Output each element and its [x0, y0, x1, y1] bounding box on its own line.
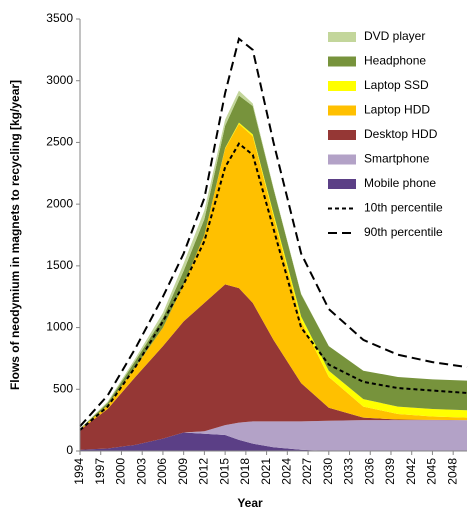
- y-axis-title: Flows of neodymium in magnets to recycli…: [8, 80, 22, 390]
- area: [80, 123, 467, 431]
- x-tick-label: 2042: [404, 458, 418, 485]
- x-axis-title: Year: [237, 496, 263, 510]
- y-tick-label: 2500: [46, 135, 73, 149]
- x-tick-label: 2030: [321, 458, 335, 485]
- legend-label: Laptop HDD: [364, 103, 430, 117]
- x-tick-label: 2006: [155, 458, 169, 485]
- y-tick-label: 3500: [46, 11, 73, 25]
- x-tick-label: 2036: [362, 458, 376, 485]
- x-tick-label: 2009: [176, 458, 190, 485]
- legend-label: 10th percentile: [364, 201, 443, 215]
- y-tick-label: 3000: [46, 73, 73, 87]
- legend-label: Smartphone: [364, 152, 430, 166]
- legend-swatch: [328, 179, 356, 189]
- x-tick-label: 2018: [238, 458, 252, 485]
- legend-swatch: [328, 32, 356, 42]
- percentile-line: [79, 142, 468, 431]
- x-tick-label: 2039: [383, 458, 397, 485]
- y-tick-label: 1500: [46, 258, 73, 272]
- x-tick-label: 2021: [259, 458, 273, 485]
- x-tick-label: 2000: [114, 458, 128, 485]
- legend-label: Desktop HDD: [364, 127, 438, 141]
- legend-label: DVD player: [364, 29, 425, 43]
- area: [80, 284, 467, 450]
- area: [80, 432, 467, 451]
- area: [80, 420, 467, 451]
- x-tick-label: 2024: [279, 458, 293, 485]
- area: [80, 95, 467, 430]
- legend-label: 90th percentile: [364, 225, 443, 239]
- x-tick-label: 1997: [93, 458, 107, 485]
- legend-swatch: [328, 56, 356, 67]
- legend-swatch: [328, 130, 356, 140]
- y-tick-label: 1000: [46, 320, 73, 334]
- x-tick-label: 2045: [425, 458, 439, 485]
- x-tick-label: 2048: [445, 458, 459, 485]
- legend-swatch: [328, 154, 356, 165]
- legend-swatch: [328, 105, 356, 116]
- y-tick-label: 500: [53, 381, 73, 395]
- x-tick-label: 2033: [342, 458, 356, 485]
- legend-label: Headphone: [364, 54, 426, 68]
- x-tick-label: 2015: [217, 458, 231, 485]
- y-tick-label: 2000: [46, 196, 73, 210]
- x-tick-label: 1994: [72, 458, 86, 485]
- legend-swatch: [328, 81, 356, 91]
- x-tick-label: 2012: [197, 458, 211, 485]
- legend-label: Mobile phone: [364, 176, 436, 190]
- x-tick-label: 2027: [300, 458, 314, 485]
- x-tick-label: 2003: [134, 458, 148, 485]
- y-tick-label: 0: [66, 443, 73, 457]
- legend-label: Laptop SSD: [364, 78, 429, 92]
